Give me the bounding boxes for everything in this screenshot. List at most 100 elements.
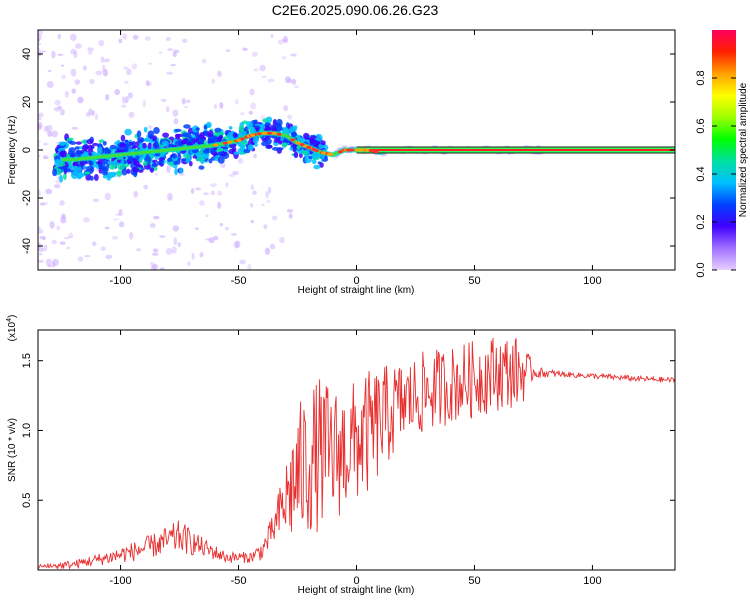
spectrogram-cloud-blob	[144, 137, 150, 142]
spectrogram-y-tick-label: 40	[21, 48, 33, 60]
spectrogram-noise-blob	[165, 36, 171, 42]
spectrogram-cloud-blob	[135, 155, 140, 160]
spectrogram-noise-blob	[263, 224, 268, 230]
spectrogram-noise-blob	[74, 79, 80, 85]
snr-scale-label: (x104)	[6, 315, 18, 342]
spectrogram-noise-blob	[210, 190, 215, 196]
spectrogram-noise-blob	[271, 215, 278, 221]
colorbar-tick-label: 0.6	[695, 118, 707, 133]
spectrogram-cloud-blob	[75, 141, 82, 145]
spectrogram-noise-blob	[61, 213, 66, 220]
spectrogram-noise-blob	[38, 43, 42, 46]
spectrogram-noise-blob	[100, 246, 106, 252]
spectrogram-cloud-blob	[147, 142, 152, 150]
spectrogram-noise-blob	[143, 184, 149, 190]
spectrogram-cloud-blob	[217, 151, 224, 156]
spectrogram-cloud-blob	[153, 126, 160, 135]
colorbar-tick-label: 0.4	[695, 166, 707, 181]
spectrogram-noise-blob	[240, 112, 245, 116]
spectrogram-cloud-blob	[59, 150, 67, 156]
spectrogram-cloud-blob	[116, 170, 122, 177]
spectrogram-noise-blob	[181, 97, 186, 105]
spectrogram-cloud-blob	[97, 146, 103, 154]
spectrogram-noise-blob	[261, 75, 267, 78]
spectrogram-noise-blob	[122, 96, 126, 101]
spectrogram-noise-blob	[122, 66, 129, 70]
spectrogram-noise-blob	[219, 102, 224, 109]
spectrogram-cloud-blob	[120, 159, 125, 165]
spectrogram-cloud-blob	[309, 135, 317, 139]
spectrogram-noise-blob	[38, 117, 42, 121]
spectrogram-cloud-blob	[199, 132, 205, 137]
spectrogram-cloud-blob	[92, 142, 99, 147]
spectrogram-noise-blob	[287, 114, 293, 120]
spectrogram-noise-blob	[165, 105, 170, 113]
spectrogram-cloud-blob	[109, 144, 117, 150]
spectrogram-cloud-blob	[167, 157, 173, 163]
spectrogram-cloud-blob	[293, 151, 299, 159]
spectrogram-noise-blob	[248, 110, 254, 115]
spectrogram-noise-blob	[39, 235, 46, 240]
spectrogram-noise-blob	[288, 213, 293, 219]
spectrogram-noise-blob	[75, 43, 82, 49]
snr-scale-base: (x10	[7, 321, 18, 341]
spectrogram-cloud-blob	[243, 148, 251, 154]
spectrogram-noise-blob	[59, 241, 66, 245]
spectrogram-cloud-blob	[188, 160, 193, 167]
spectrogram-cloud-blob	[297, 136, 303, 141]
spectrogram-noise-blob	[153, 248, 159, 253]
spectrogram-tail-blob	[341, 145, 348, 148]
spectrogram-noise-blob	[232, 170, 240, 176]
spectrogram-cloud-blob	[149, 167, 155, 173]
spectrogram-noise-blob	[46, 80, 54, 88]
spectrogram-noise-blob	[129, 232, 134, 240]
spectrogram-cloud-blob	[65, 168, 72, 173]
spectrogram-cloud-blob	[313, 164, 321, 170]
spectrogram-hotspot	[276, 132, 282, 136]
spectrogram-noise-blob	[38, 33, 42, 41]
spectrogram-cloud-blob	[238, 132, 242, 137]
spectrogram-hotspot	[236, 138, 242, 142]
spectrogram-noise-blob	[52, 258, 60, 266]
spectrogram-noise-blob	[284, 76, 291, 84]
spectrogram-cloud-blob	[207, 136, 213, 144]
spectrogram-noise-blob	[253, 68, 259, 72]
spectrogram-noise-blob	[261, 203, 265, 206]
spectrogram-noise-blob	[131, 63, 138, 70]
spectrogram-noise-blob	[45, 124, 53, 132]
spectrogram-cloud-blob	[84, 171, 91, 175]
spectrogram-cloud-blob	[189, 136, 193, 144]
spectrogram-noise-blob	[142, 99, 146, 108]
spectrogram-cloud-blob	[310, 138, 315, 145]
spectrogram-cloud-blob	[137, 137, 145, 141]
spectrogram-cloud-blob	[127, 155, 134, 162]
spectrogram-hotspot	[368, 149, 374, 153]
spectrogram-noise-blob	[38, 112, 44, 118]
spectrogram-noise-blob	[205, 238, 211, 241]
spectrogram-cloud-blob	[99, 166, 105, 170]
spectrogram-hotspot	[354, 148, 360, 152]
spectrogram-hotspot	[337, 150, 343, 154]
spectrogram-noise-blob	[38, 247, 44, 252]
spectrogram-cloud-blob	[185, 132, 189, 138]
spectrogram-noise-blob	[190, 188, 195, 195]
spectrogram-hotspot	[358, 148, 364, 152]
spectrogram-x-tick-label: -100	[110, 275, 132, 287]
spectrogram-hotspot	[239, 137, 245, 141]
spectrogram-hotspot	[227, 140, 233, 144]
spectrogram-cloud-blob	[80, 140, 89, 144]
spectrogram-cloud-blob	[265, 127, 272, 131]
spectrogram-noise-blob	[56, 225, 60, 231]
spectrogram-noise-blob	[95, 70, 103, 76]
spectrogram-cloud-blob	[59, 174, 63, 183]
spectrogram-cloud-blob	[217, 156, 225, 164]
spectrogram-noise-blob	[53, 106, 61, 112]
spectrogram-noise-blob	[38, 259, 44, 263]
spectrogram-noise-blob	[265, 191, 269, 199]
spectrogram-noise-blob	[53, 184, 61, 189]
spectrogram-cloud-blob	[147, 130, 155, 138]
spectrogram-noise-blob	[219, 222, 223, 227]
spectrogram-noise-blob	[279, 237, 285, 244]
spectrogram-hotspot	[262, 131, 268, 135]
spectrogram-noise-blob	[185, 99, 191, 104]
